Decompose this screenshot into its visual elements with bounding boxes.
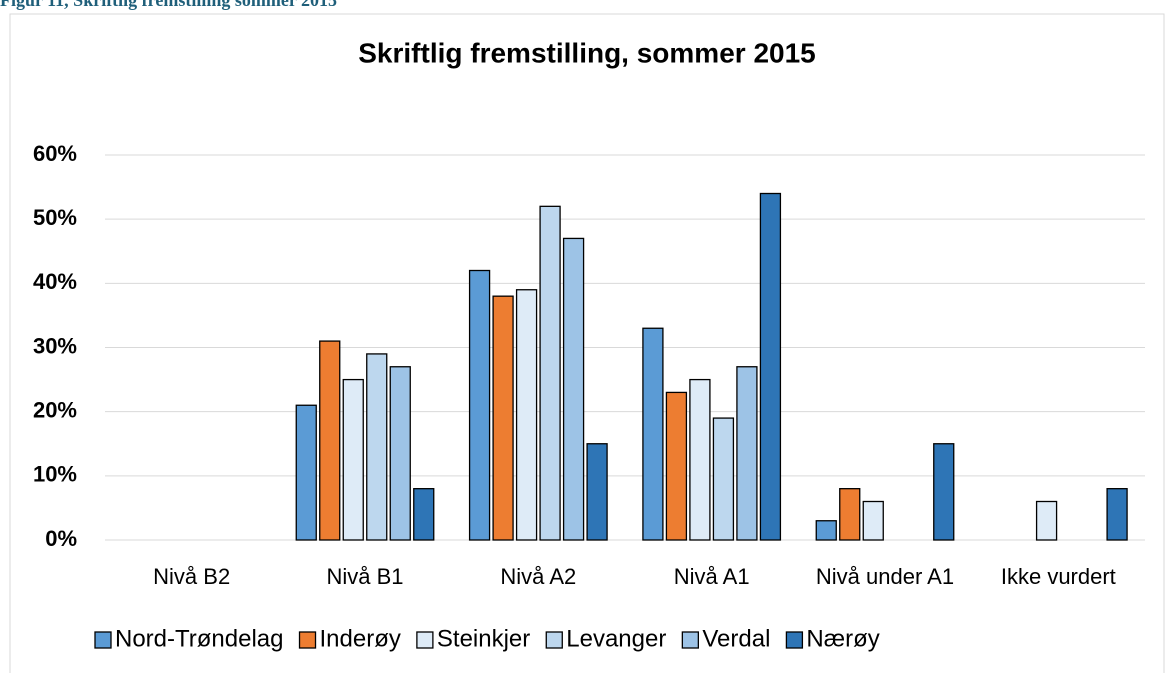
legend-label: Levanger — [566, 625, 666, 652]
bar — [862, 500, 884, 541]
chart-frame — [9, 13, 1165, 673]
legend-swatch — [545, 631, 563, 649]
x-tick-label: Nivå A1 — [674, 564, 750, 589]
bar — [712, 417, 735, 541]
bar — [689, 378, 711, 541]
bar — [319, 340, 341, 541]
bar — [1035, 500, 1058, 541]
y-tick-label: 20% — [33, 397, 77, 422]
bar — [736, 366, 758, 541]
bar — [562, 237, 585, 541]
x-tick-label: Nivå B1 — [326, 564, 403, 589]
bar — [1106, 488, 1128, 541]
y-tick-label: 60% — [33, 141, 77, 166]
figure-caption: Figur 11, Skriftlig fremstilling sommer … — [0, 0, 337, 10]
x-tick-label: Ikke vurdert — [1001, 564, 1116, 589]
legend-swatch — [785, 631, 804, 649]
bar — [839, 488, 861, 541]
bar — [389, 366, 411, 541]
bar — [515, 289, 538, 541]
bar — [413, 488, 435, 541]
bar — [759, 192, 782, 541]
legend-swatch — [298, 631, 317, 649]
legend-label: Nord-Trøndelag — [115, 625, 284, 652]
bar — [933, 443, 955, 541]
x-tick-label: Nivå A2 — [500, 564, 576, 589]
y-tick-label: 0% — [45, 526, 77, 551]
x-tick-label: Nivå B2 — [153, 564, 230, 589]
legend-swatch — [94, 631, 112, 649]
legend-swatch — [416, 631, 434, 649]
bar — [539, 205, 561, 541]
bar — [665, 391, 688, 541]
legend-label: Steinkjer — [437, 625, 530, 652]
y-tick-label: 40% — [33, 269, 77, 294]
y-tick-label: 30% — [33, 333, 77, 358]
bar — [295, 404, 317, 541]
y-tick-label: 50% — [33, 205, 77, 230]
bar — [342, 378, 364, 541]
legend-label: Nærøy — [806, 625, 879, 652]
bar — [492, 295, 514, 541]
legend-label: Inderøy — [320, 625, 401, 652]
chart-title: Skriftlig fremstilling, sommer 2015 — [358, 37, 816, 68]
bar — [468, 269, 491, 541]
bar — [642, 327, 664, 541]
legend-swatch — [681, 631, 699, 649]
y-tick-label: 10% — [33, 462, 77, 487]
x-tick-label: Nivå under A1 — [816, 564, 954, 589]
legend-label: Verdal — [702, 625, 770, 652]
bar — [366, 353, 388, 541]
bar — [815, 520, 837, 541]
bar — [586, 443, 608, 541]
